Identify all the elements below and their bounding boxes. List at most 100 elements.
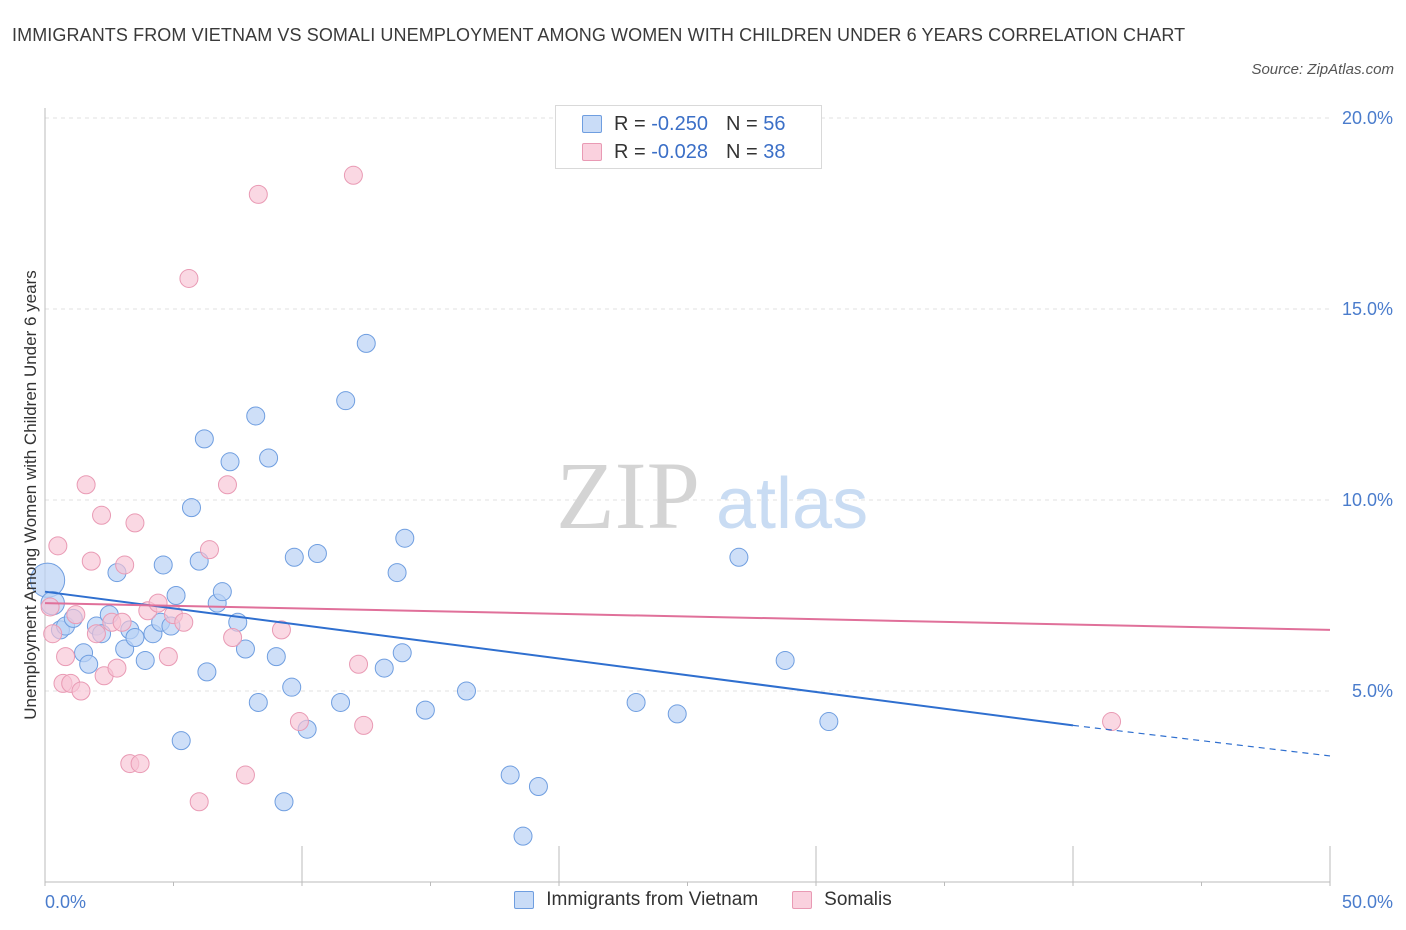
- somalis-point: [115, 555, 135, 575]
- vietnam-point: [266, 647, 286, 667]
- somalis-point: [81, 551, 101, 571]
- somalis-point: [107, 658, 127, 678]
- somalis-point: [174, 612, 194, 632]
- vietnam-point: [274, 792, 294, 812]
- legend-swatch-somalis: [792, 891, 813, 909]
- somalis-point: [148, 593, 168, 613]
- correlation-legend: R = -0.250 N = 56 R = -0.028 N = 38: [555, 105, 822, 169]
- vietnam-point: [356, 333, 376, 353]
- somalis-point: [125, 513, 145, 533]
- legend-swatch-vietnam: [514, 891, 535, 909]
- y-tick-label: 15.0%: [1342, 299, 1393, 319]
- vietnam-point: [246, 406, 266, 426]
- somalis-trend-line: [44, 602, 1331, 631]
- vietnam-point: [259, 448, 279, 468]
- trend-lines: [44, 590, 1331, 757]
- somalis-point: [56, 647, 76, 667]
- legend-item-somalis[interactable]: Somalis: [792, 889, 892, 911]
- somalis-point: [199, 540, 219, 560]
- somalis-point: [158, 647, 178, 667]
- vietnam-point: [500, 765, 520, 785]
- chart-title: IMMIGRANTS FROM VIETNAM VS SOMALI UNEMPL…: [12, 25, 1186, 45]
- vietnam-point: [819, 712, 839, 732]
- somalis-point: [76, 475, 96, 495]
- vietnam-point: [775, 650, 795, 670]
- axes: [44, 108, 1331, 886]
- x-tick-label: 0.0%: [45, 892, 86, 912]
- series-legend: Immigrants from Vietnam Somalis: [0, 889, 1406, 911]
- watermark-atlas: atlas: [716, 464, 868, 544]
- vietnam-point: [197, 662, 217, 682]
- vietnam-point: [307, 543, 327, 563]
- somalis-point: [1102, 712, 1122, 732]
- vietnam-point: [282, 677, 302, 697]
- vietnam-point: [528, 777, 548, 796]
- vietnam-point: [153, 555, 173, 575]
- series-somalis-points: [40, 165, 1122, 812]
- somalis-point: [271, 620, 291, 640]
- somalis-point: [217, 475, 237, 495]
- x-tick-label: 50.0%: [1342, 892, 1393, 912]
- y-tick-label: 10.0%: [1342, 490, 1393, 510]
- vietnam-point: [331, 692, 351, 712]
- watermark: ZIP atlas: [556, 442, 868, 549]
- y-axis-label: Unemployment Among Women with Children U…: [21, 270, 40, 719]
- somalis-point: [48, 536, 68, 556]
- legend-item-vietnam[interactable]: Immigrants from Vietnam: [514, 889, 758, 911]
- vietnam-trend-line: [44, 590, 1074, 727]
- vietnam-point: [729, 547, 749, 567]
- somalis-point: [289, 712, 309, 732]
- somalis-point: [71, 681, 91, 701]
- vietnam-point: [125, 628, 145, 648]
- vietnam-point: [336, 391, 356, 411]
- somalis-point: [43, 624, 63, 644]
- somalis-point: [354, 715, 374, 735]
- source-label: Source: ZipAtlas.com: [1251, 61, 1394, 78]
- legend-r-label: R =: [614, 140, 646, 163]
- vietnam-point: [374, 658, 394, 678]
- somalis-point: [349, 654, 369, 674]
- vietnam-point: [395, 528, 415, 548]
- somalis-point: [179, 268, 199, 288]
- watermark-zip: ZIP: [556, 442, 700, 549]
- vietnam-point: [212, 582, 232, 602]
- vietnam-point: [171, 731, 191, 751]
- vietnam-point: [284, 547, 304, 567]
- somalis-point: [189, 792, 209, 812]
- legend-r-value: -0.250: [651, 112, 708, 135]
- vietnam-point: [166, 586, 186, 605]
- y-tick-label: 20.0%: [1342, 108, 1393, 128]
- vietnam-point: [135, 650, 155, 670]
- legend-n-value: 56: [763, 112, 786, 135]
- somalis-point: [130, 754, 150, 774]
- somalis-point: [66, 605, 86, 625]
- gridlines: [45, 117, 1330, 692]
- legend-row-somalis: R = -0.028 N = 38: [582, 140, 785, 164]
- legend-swatch-vietnam: [582, 115, 602, 133]
- vietnam-point: [194, 429, 214, 449]
- legend-r-label: R =: [614, 112, 646, 135]
- somalis-point: [235, 765, 255, 785]
- legend-label-vietnam: Immigrants from Vietnam: [546, 889, 759, 910]
- legend-n-label: N =: [725, 112, 758, 135]
- tick-labels: 5.0% 10.0% 15.0% 20.0% 0.0% 50.0%: [45, 108, 1393, 912]
- vietnam-point: [626, 692, 646, 712]
- y-tick-label: 5.0%: [1352, 681, 1393, 701]
- somalis-point: [343, 165, 363, 185]
- vietnam-point: [181, 498, 201, 518]
- vietnam-point: [392, 643, 412, 663]
- legend-r-value: -0.028: [651, 140, 708, 163]
- legend-swatch-somalis: [582, 143, 602, 161]
- vietnam-point: [235, 639, 255, 659]
- somalis-point: [223, 628, 243, 648]
- vietnam-point: [79, 654, 99, 674]
- legend-n-label: N =: [725, 140, 758, 163]
- vietnam-point: [513, 826, 533, 846]
- somalis-point: [112, 612, 132, 632]
- vietnam-point: [415, 700, 435, 720]
- legend-n-value: 38: [763, 140, 786, 163]
- vietnam-point: [220, 452, 240, 472]
- series-vietnam-points: [29, 333, 839, 846]
- legend-row-vietnam: R = -0.250 N = 56: [582, 112, 785, 136]
